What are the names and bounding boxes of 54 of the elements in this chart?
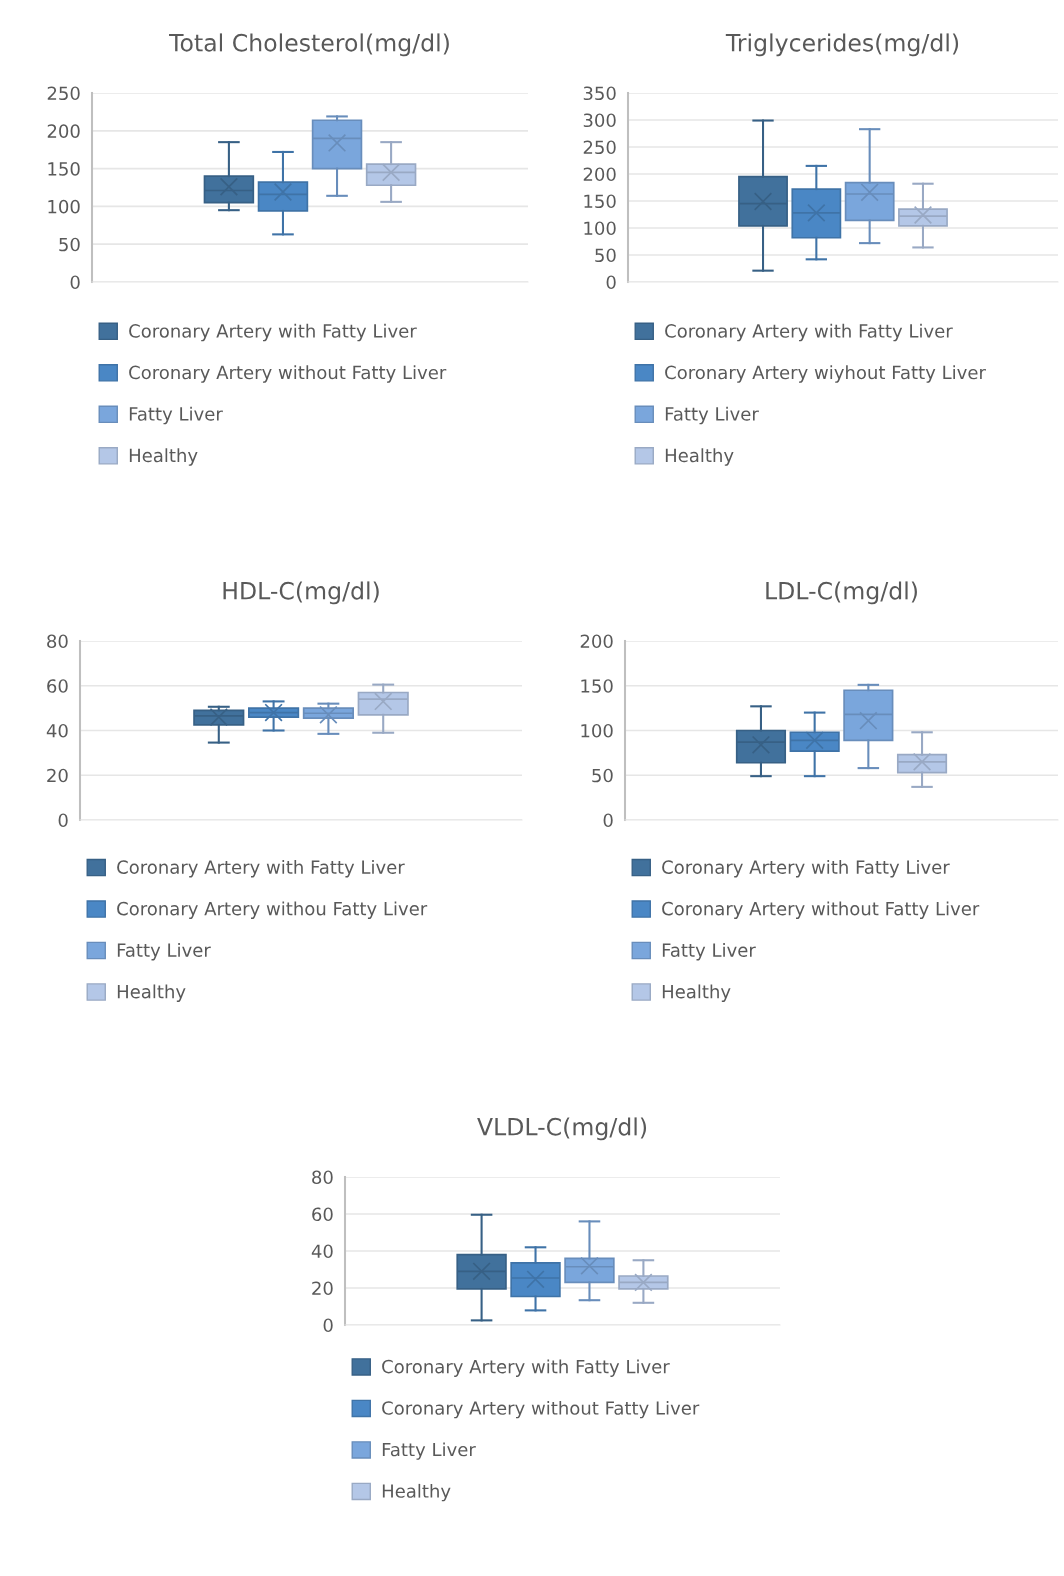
y-tick-label: 20 — [47, 768, 68, 783]
legend-label: Healthy — [665, 448, 734, 466]
legend-label: Healthy — [382, 1483, 451, 1502]
y-tick-label: 0 — [606, 275, 616, 290]
chart-title: LDL-C(mg/dl) — [766, 581, 917, 605]
legend-label: Coronary Artery without Fatty Liver — [129, 365, 447, 383]
y-tick-label: 50 — [592, 768, 613, 783]
y-tick-label: 80 — [312, 1170, 333, 1185]
legend-label: Coronary Artery withou Fatty Liver — [117, 901, 428, 919]
y-tick-label: 350 — [583, 86, 616, 101]
y-tick-label: 200 — [47, 124, 80, 138]
y-tick-label: 0 — [323, 1318, 333, 1333]
y-tick-label: 0 — [603, 813, 613, 828]
y-tick-label: 300 — [583, 113, 616, 128]
y-tick-label: 250 — [583, 140, 616, 155]
chart-title: Triglycerides(mg/dl) — [725, 33, 959, 57]
y-tick-label: 100 — [584, 221, 616, 236]
legend-label: Fatty Liver — [382, 1442, 476, 1460]
legend-label: Coronary Artery with Fatty Liver — [662, 859, 950, 878]
y-tick-label: 50 — [59, 237, 80, 252]
legend-label: Healthy — [129, 448, 198, 466]
legend-label: Coronary Artery with Fatty Liver — [129, 323, 417, 342]
y-tick-label: 60 — [47, 679, 68, 693]
y-tick-label: 60 — [312, 1207, 333, 1222]
legend-label: Fatty Liver — [117, 942, 211, 961]
y-tick-label: 100 — [581, 723, 613, 738]
y-tick-label: 50 — [595, 248, 616, 263]
y-tick-label: 20 — [312, 1281, 333, 1296]
legend-label: Coronary Artery without Fatty Liver — [382, 1400, 700, 1419]
y-tick-label: 200 — [580, 634, 613, 649]
legend-label: Coronary Artery with Fatty Liver — [382, 1359, 670, 1377]
legend-label: Healthy — [662, 984, 731, 1002]
legend-label: Fatty Liver — [665, 406, 759, 425]
y-tick-label: 40 — [311, 1244, 333, 1259]
chart-title: VLDL-C(mg/dl) — [477, 1117, 647, 1141]
y-tick-label: 80 — [47, 634, 68, 649]
legend-label: Healthy — [117, 984, 186, 1002]
y-tick-label: 150 — [584, 194, 616, 209]
legend-label: Coronary Artery without Fatty Liver — [662, 901, 980, 919]
legend-label: Fatty Liver — [662, 942, 756, 961]
y-tick-label: 0 — [58, 813, 68, 828]
legend-label: Coronary Artery with Fatty Liver — [117, 859, 405, 878]
chart-title: HDL-C(mg/dl) — [223, 581, 379, 605]
y-tick-label: 150 — [48, 162, 80, 176]
y-tick-label: 250 — [47, 86, 80, 101]
legend-label: Fatty Liver — [129, 406, 223, 425]
y-tick-label: 200 — [583, 167, 616, 182]
y-tick-label: 150 — [581, 679, 613, 693]
y-tick-label: 40 — [46, 723, 68, 738]
legend-label: Coronary Artery wiyhout Fatty Liver — [665, 365, 986, 383]
y-tick-label: 100 — [48, 199, 80, 214]
y-tick-label: 0 — [70, 275, 80, 290]
legend-label: Coronary Artery with Fatty Liver — [665, 323, 953, 342]
chart-title: Total Cholesterol(mg/dl) — [169, 33, 449, 57]
